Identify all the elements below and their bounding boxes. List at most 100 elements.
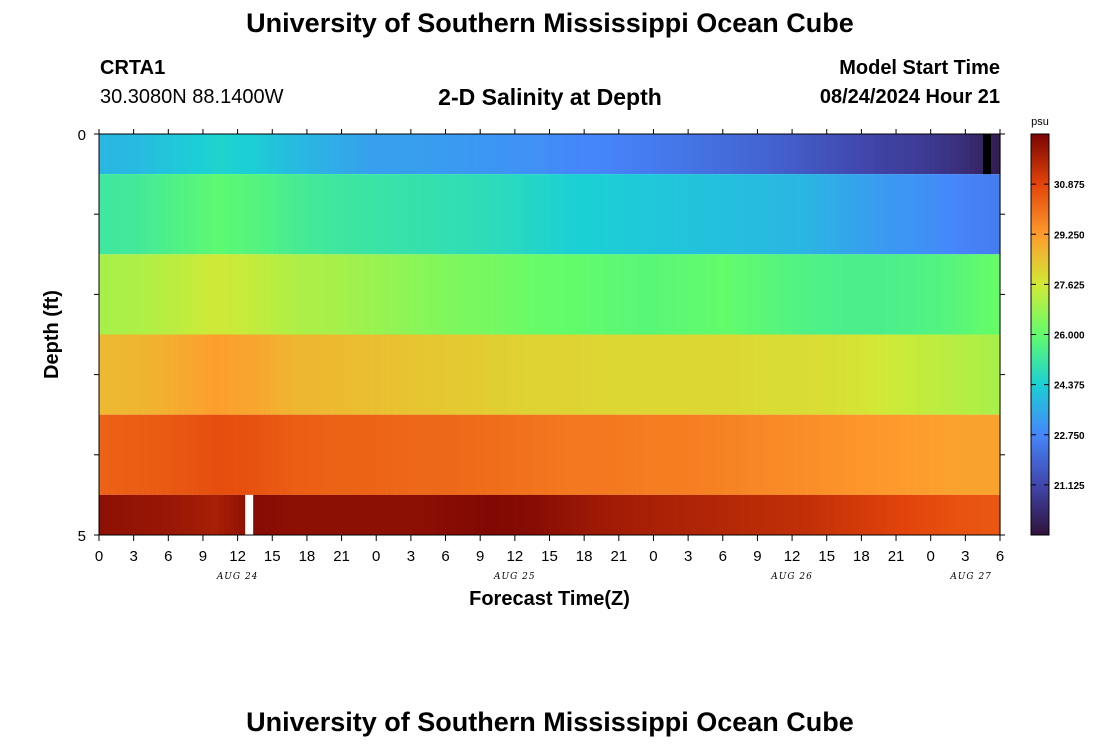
heatmap-cell [529, 494, 536, 535]
heatmap-cell [294, 174, 300, 255]
heatmap-cell [239, 174, 245, 255]
heatmap-cell [569, 414, 576, 495]
heatmap-cell [799, 174, 806, 255]
heatmap-cell [154, 414, 160, 495]
heatmap-cell [329, 334, 335, 415]
heatmap-cell [489, 134, 496, 175]
heatmap-cell [439, 494, 445, 535]
heatmap-cell [884, 134, 891, 175]
heatmap-cell [614, 174, 621, 255]
heatmap-cell [354, 134, 360, 175]
heatmap-cell [524, 494, 531, 535]
heatmap-cell [679, 334, 686, 415]
heatmap-cell [444, 254, 450, 335]
heatmap-cell [354, 494, 360, 535]
heatmap-cell [594, 254, 601, 335]
heatmap-cell [144, 414, 150, 495]
heatmap-cell [739, 254, 746, 335]
heatmap-cell [909, 414, 916, 495]
heatmap-cell [369, 334, 375, 415]
x-tick-label: 3 [129, 548, 137, 565]
heatmap-cell [929, 494, 936, 535]
heatmap-cell [229, 414, 235, 495]
heatmap-cell [264, 134, 270, 175]
heatmap-cell [184, 254, 190, 335]
heatmap-cell [184, 494, 190, 535]
heatmap-cell [209, 174, 215, 255]
heatmap-cell [639, 414, 646, 495]
heatmap-cell [529, 174, 536, 255]
heatmap-cell [979, 254, 986, 335]
heatmap-cell [159, 254, 165, 335]
heatmap-cell [764, 174, 771, 255]
heatmap-cell [229, 254, 235, 335]
heatmap-cell [224, 414, 230, 495]
heatmap-cell [564, 174, 571, 255]
heatmap-cell [844, 334, 851, 415]
heatmap-cell [779, 334, 786, 415]
heatmap-cell [109, 414, 115, 495]
heatmap-cell [484, 334, 491, 415]
heatmap-cell [694, 494, 701, 535]
heatmap-cell [304, 174, 310, 255]
heatmap-cell [329, 174, 335, 255]
heatmap-cell [384, 174, 390, 255]
heatmap-cell [914, 414, 921, 495]
heatmap-cell [354, 174, 360, 255]
heatmap-cell [874, 334, 881, 415]
heatmap-cell [934, 414, 941, 495]
heatmap-cell [429, 494, 435, 535]
heatmap-cell [799, 334, 806, 415]
heatmap-cell [654, 334, 661, 415]
heatmap-cell [779, 134, 786, 175]
heatmap-cell [724, 174, 731, 255]
heatmap-cell [709, 414, 716, 495]
heatmap-cell [139, 334, 145, 415]
heatmap-cell [959, 494, 966, 535]
heatmap-cell [314, 494, 320, 535]
heatmap-cell [969, 134, 976, 175]
heatmap-cell [239, 134, 245, 175]
heatmap-cell [424, 254, 430, 335]
heatmap-cell [514, 174, 521, 255]
colorbar-tick-label: 27.625 [1054, 280, 1085, 291]
heatmap-cell [339, 414, 345, 495]
heatmap-cell [124, 414, 130, 495]
heatmap-cell [739, 174, 746, 255]
heatmap-cell [384, 334, 390, 415]
heatmap-cell [369, 494, 375, 535]
heatmap-cell [229, 334, 235, 415]
heatmap-cell [619, 134, 626, 175]
heatmap-cell [254, 494, 260, 535]
heatmap-cell [729, 174, 736, 255]
heatmap-cell [129, 414, 135, 495]
heatmap-cell [434, 174, 440, 255]
heatmap-cell [534, 174, 541, 255]
heatmap-cell [839, 414, 846, 495]
heatmap-cell [299, 254, 305, 335]
heatmap-cell [524, 414, 531, 495]
heatmap-cell [644, 254, 651, 335]
y-axis-label: Depth (ft) [41, 290, 63, 379]
heatmap-cell [794, 134, 801, 175]
heatmap-cell [479, 174, 486, 255]
heatmap-cell [139, 134, 145, 175]
missing-data-marker [983, 134, 991, 175]
heatmap-cell [289, 174, 295, 255]
heatmap-cell [619, 174, 626, 255]
heatmap-cell [619, 414, 626, 495]
heatmap-cell [904, 494, 911, 535]
heatmap-cell [144, 174, 150, 255]
heatmap-cell [804, 414, 811, 495]
heatmap-cell [714, 174, 721, 255]
heatmap-cell [774, 494, 781, 535]
heatmap-cell [819, 494, 826, 535]
heatmap-cell [364, 134, 370, 175]
heatmap-cell [539, 494, 546, 535]
heatmap-cell [234, 134, 240, 175]
heatmap-cell [419, 254, 425, 335]
heatmap-cell [219, 494, 225, 535]
heatmap-cell [729, 494, 736, 535]
heatmap-cell [429, 134, 435, 175]
heatmap-cell [759, 174, 766, 255]
